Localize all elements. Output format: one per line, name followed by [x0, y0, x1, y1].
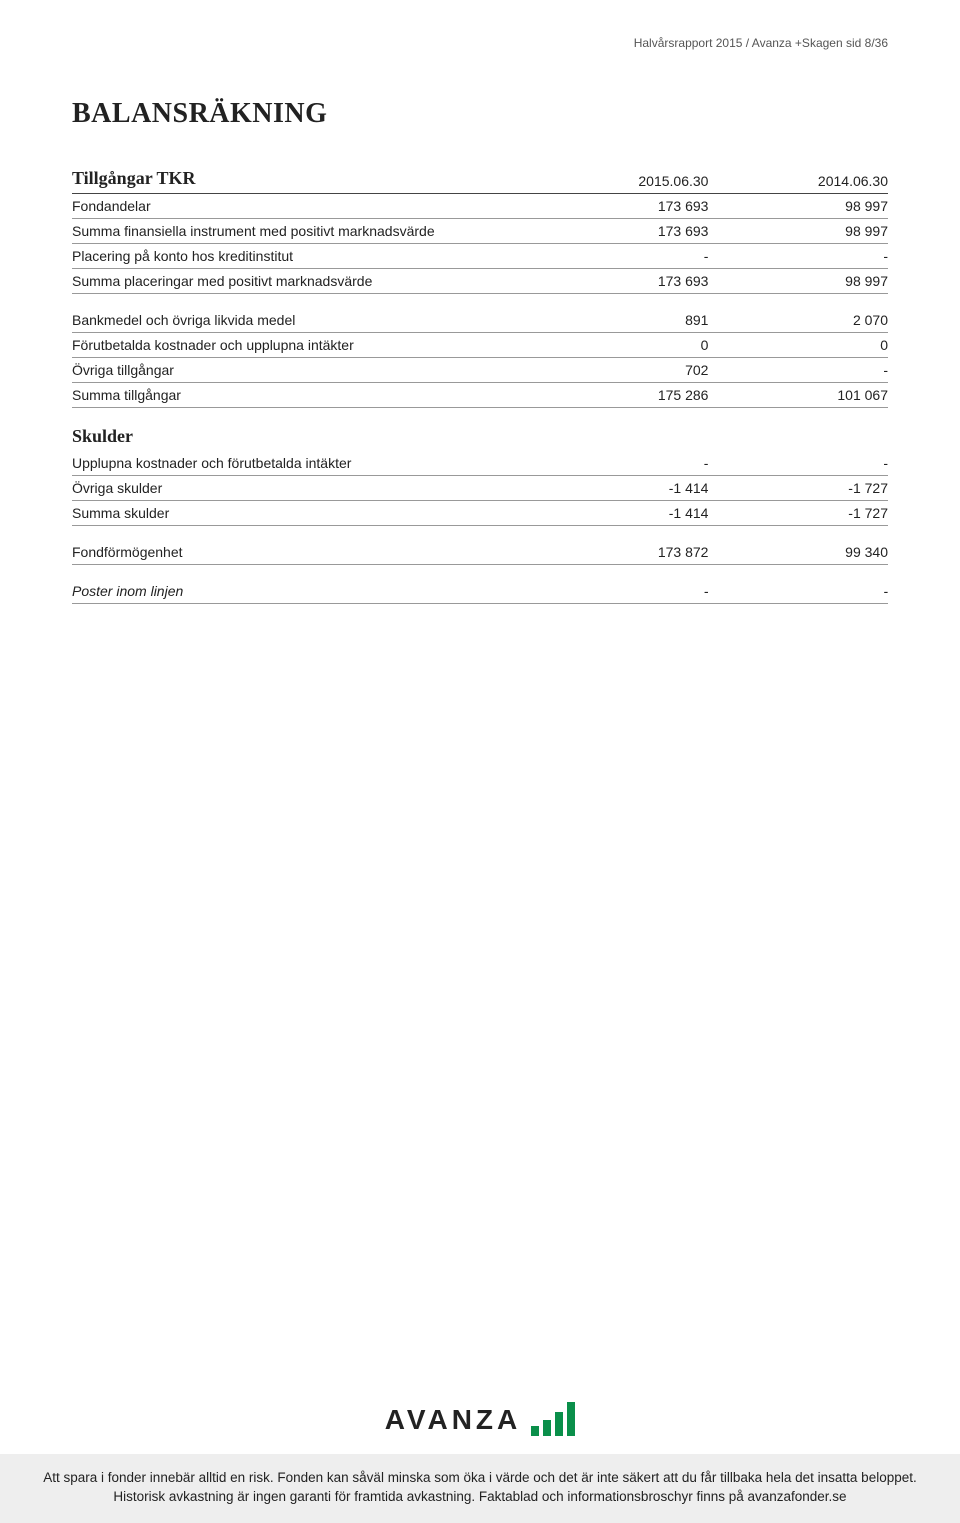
page-footer: AVANZA Att spara i fonder innebär alltid…: [0, 1402, 960, 1523]
col-date-1: 2015.06.30: [529, 164, 709, 194]
row-value: 101 067: [708, 383, 888, 408]
table-row: Placering på konto hos kreditinstitut - …: [72, 244, 888, 269]
balance-table: Tillgångar TKR 2015.06.30 2014.06.30 Fon…: [72, 164, 888, 604]
logo-text: AVANZA: [385, 1404, 522, 1436]
row-value: 173 693: [529, 269, 709, 294]
page: Halvårsrapport 2015 / Avanza +Skagen sid…: [0, 0, 960, 1523]
table-row: Summa tillgångar 175 286 101 067: [72, 383, 888, 408]
row-value: -: [708, 451, 888, 476]
row-value: -1 727: [708, 501, 888, 526]
tillgangar-heading: Tillgångar TKR: [72, 164, 529, 194]
row-label: Fondförmögenhet: [72, 526, 529, 565]
row-value: 0: [708, 333, 888, 358]
row-value: -: [708, 244, 888, 269]
table-row: Summa placeringar med positivt marknadsv…: [72, 269, 888, 294]
row-value: 0: [529, 333, 709, 358]
logo-container: AVANZA: [0, 1402, 960, 1436]
table-row: Upplupna kostnader och förutbetalda intä…: [72, 451, 888, 476]
table-row: Summa finansiella instrument med positiv…: [72, 219, 888, 244]
row-value: 173 693: [529, 194, 709, 219]
row-value: 98 997: [708, 219, 888, 244]
row-label: Poster inom linjen: [72, 565, 529, 604]
table-row: Övriga skulder -1 414 -1 727: [72, 476, 888, 501]
avanza-logo: AVANZA: [385, 1402, 576, 1436]
row-value: 173 872: [529, 526, 709, 565]
table-row: Bankmedel och övriga likvida medel 891 2…: [72, 294, 888, 333]
row-label: Placering på konto hos kreditinstitut: [72, 244, 529, 269]
row-value: -: [529, 244, 709, 269]
row-label: Övriga skulder: [72, 476, 529, 501]
col-date-2: 2014.06.30: [708, 164, 888, 194]
row-value: -1 414: [529, 476, 709, 501]
row-value: -: [529, 451, 709, 476]
table-row: Övriga tillgångar 702 -: [72, 358, 888, 383]
row-value: -: [708, 565, 888, 604]
row-value: 173 693: [529, 219, 709, 244]
row-label: Bankmedel och övriga likvida medel: [72, 294, 529, 333]
row-value: 98 997: [708, 269, 888, 294]
row-label: Summa skulder: [72, 501, 529, 526]
row-value: -1 727: [708, 476, 888, 501]
skulder-heading: Skulder: [72, 408, 529, 452]
skulder-subheading-row: Skulder: [72, 408, 888, 452]
row-value: 175 286: [529, 383, 709, 408]
row-value: -1 414: [529, 501, 709, 526]
row-value: 891: [529, 294, 709, 333]
row-label: Summa placeringar med positivt marknadsv…: [72, 269, 529, 294]
poster-row: Poster inom linjen - -: [72, 565, 888, 604]
table-row: Fondandelar 173 693 98 997: [72, 194, 888, 219]
row-label: Summa tillgångar: [72, 383, 529, 408]
row-value: -: [529, 565, 709, 604]
disclaimer-text: Att spara i fonder innebär alltid en ris…: [0, 1454, 960, 1523]
logo-bars-icon: [531, 1402, 575, 1436]
row-label: Summa finansiella instrument med positiv…: [72, 219, 529, 244]
page-header: Halvårsrapport 2015 / Avanza +Skagen sid…: [72, 36, 888, 50]
row-label: Övriga tillgångar: [72, 358, 529, 383]
table-row: Förutbetalda kostnader och upplupna intä…: [72, 333, 888, 358]
table-header-row: Tillgångar TKR 2015.06.30 2014.06.30: [72, 164, 888, 194]
row-label: Förutbetalda kostnader och upplupna intä…: [72, 333, 529, 358]
page-title: BALANSRÄKNING: [72, 98, 888, 130]
row-value: 702: [529, 358, 709, 383]
row-value: 2 070: [708, 294, 888, 333]
row-value: 98 997: [708, 194, 888, 219]
table-row: Summa skulder -1 414 -1 727: [72, 501, 888, 526]
row-value: -: [708, 358, 888, 383]
row-label: Fondandelar: [72, 194, 529, 219]
fond-row: Fondförmögenhet 173 872 99 340: [72, 526, 888, 565]
row-value: 99 340: [708, 526, 888, 565]
row-label: Upplupna kostnader och förutbetalda intä…: [72, 451, 529, 476]
